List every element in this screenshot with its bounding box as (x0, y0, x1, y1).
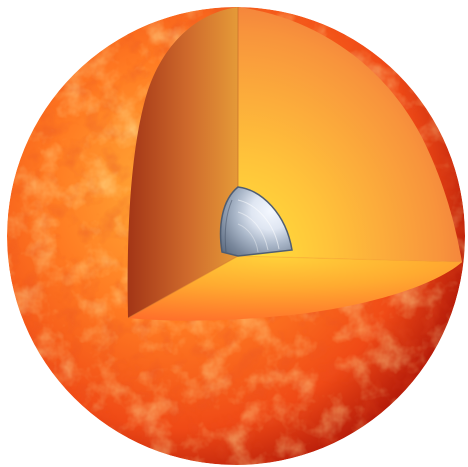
cut-face-right (238, 7, 462, 262)
cut-face-bottom (128, 256, 462, 321)
cut-face-left (127, 7, 238, 318)
cut-seam-bottom-right (237, 255, 463, 263)
core (219, 186, 293, 257)
cut-seam-bottom-left (127, 255, 239, 319)
cutaway-wedge (127, 7, 463, 321)
